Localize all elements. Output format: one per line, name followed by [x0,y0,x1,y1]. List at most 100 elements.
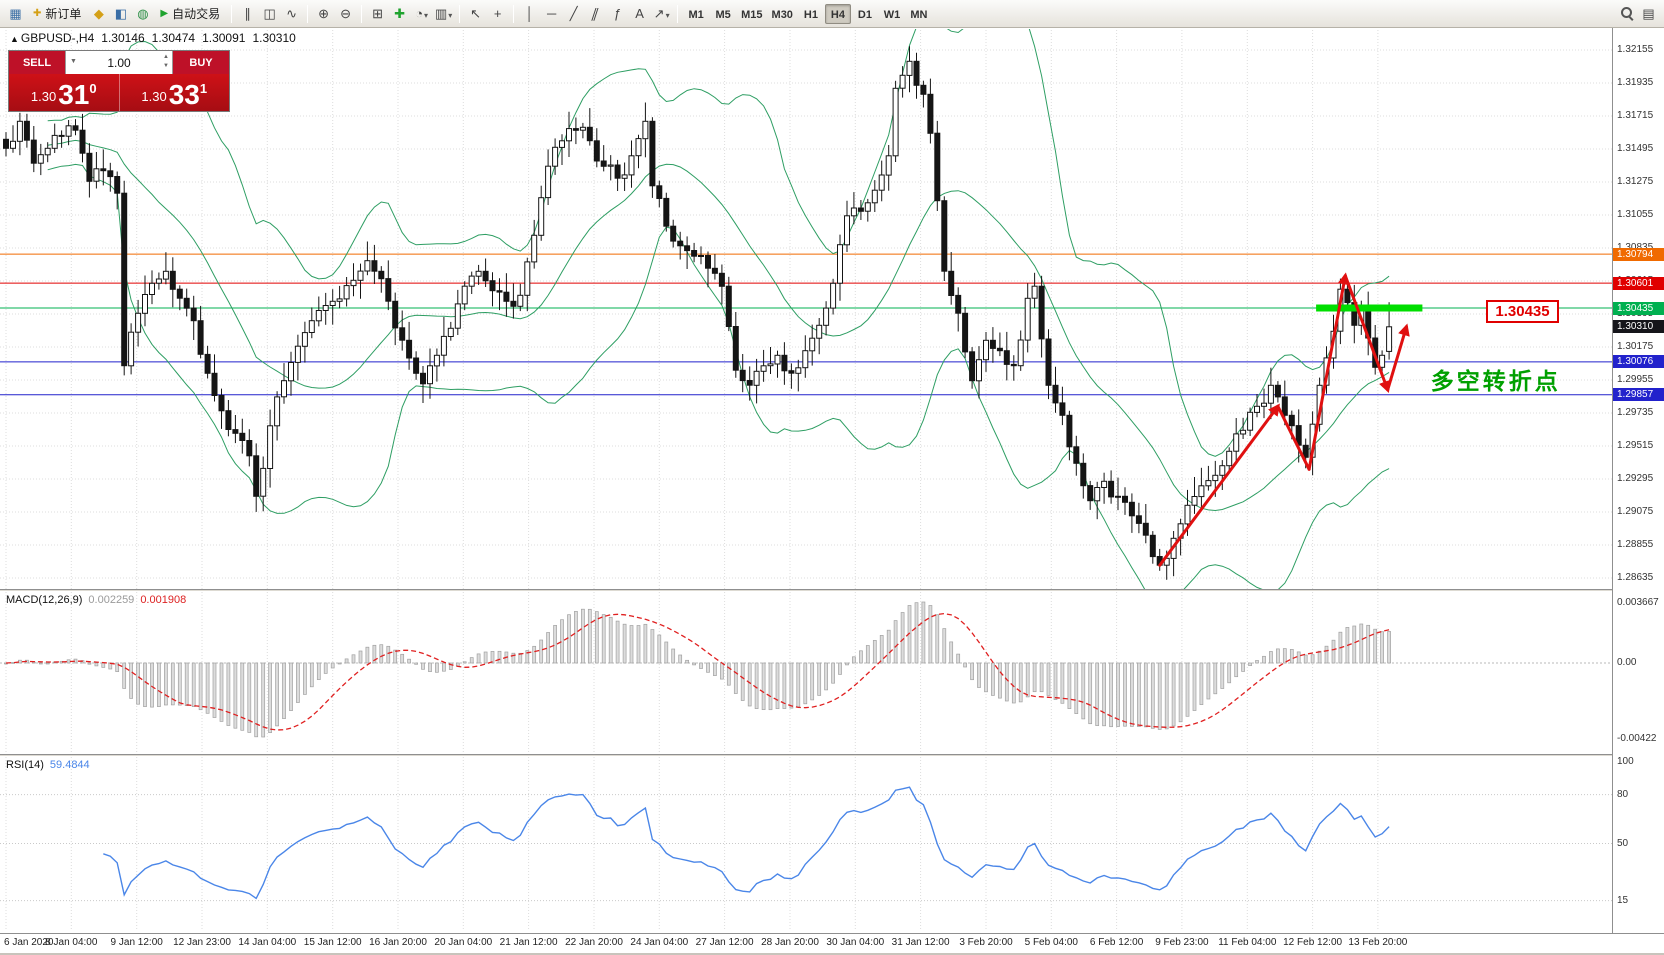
search-icon[interactable] [1616,3,1637,24]
macd-tick: -0.00422 [1617,733,1657,744]
volume-value: 1.00 [107,55,131,70]
text-icon[interactable]: A [635,6,644,21]
price-tick: 1.31715 [1617,110,1654,121]
date-tick: 27 Jan 12:00 [695,937,754,948]
date-tick: 22 Jan 20:00 [565,937,623,948]
trendline-icon[interactable]: ╱ [569,6,578,21]
sell-button[interactable]: SELL [9,51,65,74]
timeframe-h4-button[interactable]: H4 [824,3,851,24]
price-tick: 1.30175 [1617,341,1654,352]
chart-window-icon[interactable]: ▦ [9,6,22,21]
arrows-icon[interactable]: ↗▾ [653,6,670,21]
one-click-trading-panel: SELL ▼ 1.00 ▲ ▼ BUY 1.30 31 0 1.30 33 1 [8,50,230,112]
tile-windows-icon[interactable]: ⊞ [372,6,384,21]
rsi-tick: 15 [1617,894,1629,906]
rsi-value: 59.4844 [49,759,90,771]
bar-chart-icon[interactable]: ∥ [244,6,251,21]
panel-divider-macd[interactable] [0,589,1664,592]
timeframe-m30-button[interactable]: M30 [771,8,793,21]
chart-open: 1.30146 [101,31,145,45]
rsi-tick: 80 [1617,788,1629,800]
price-axis[interactable]: 1.32155 1.31935 1.31715 1.31495 1.31275 1.310… [1612,28,1664,933]
zoom-in-icon[interactable]: ⊕ [318,6,330,21]
toolbar-separator [361,4,363,23]
chart-symbol-period: GBPUSD-,H4 [20,31,95,45]
vertical-line-icon[interactable]: │ [525,6,534,21]
navigator-icon[interactable]: ◍ [137,6,149,21]
price-level-label: 1.30076 [1613,355,1664,369]
volume-dropdown-icon[interactable]: ▼ [70,58,77,65]
date-tick: 14 Jan 04:00 [238,937,297,948]
new-order-button[interactable]: ✚ 新订单 [33,7,82,21]
indicators-icon[interactable]: ✚ [394,6,406,21]
chart-high: 1.30474 [151,31,196,45]
price-tick: 1.31055 [1617,209,1654,220]
profiles-icon[interactable]: ◆ [93,6,104,21]
timeframe-h1-button[interactable]: H1 [803,8,818,21]
date-tick: 21 Jan 12:00 [499,937,558,948]
price-level-label: 1.30601 [1613,276,1664,290]
buy-button[interactable]: BUY [173,51,229,74]
date-tick: 16 Jan 20:00 [369,937,427,948]
candlestick-chart-icon[interactable]: ◫ [263,6,276,21]
price-tick: 1.29955 [1617,374,1654,385]
line-chart-icon[interactable]: ∿ [286,6,298,21]
price-tick: 1.29515 [1617,440,1654,451]
panel-divider-rsi[interactable] [0,754,1664,757]
market-watch-icon[interactable]: ◧ [114,6,128,21]
price-level-label: 1.30435 [1613,301,1664,315]
turning-point-annotation[interactable]: 多空转折点 [1430,367,1561,394]
date-tick: 9 Feb 23:00 [1155,937,1209,948]
timeframe-m15-button[interactable]: M15 [741,8,763,21]
periods-icon[interactable]: ◔▾ [415,6,429,21]
fibonacci-icon[interactable]: ƒ [614,6,622,21]
price-annotation-box[interactable]: 1.30435 [1486,300,1559,323]
rsi-panel[interactable] [0,757,1612,933]
timeframe-w1-button[interactable]: W1 [883,8,901,21]
toolbar-separator [231,4,233,23]
date-tick: 13 Feb 20:00 [1348,937,1408,948]
date-tick: 12 Feb 12:00 [1283,937,1343,948]
date-tick: 30 Jan 04:00 [826,937,885,948]
price-tick: 1.32155 [1617,44,1654,55]
sell-price[interactable]: 1.30 31 0 [9,74,120,111]
rsi-tick: 50 [1617,837,1629,849]
date-tick: 8 Jan 04:00 [45,937,98,948]
volume-input[interactable]: ▼ 1.00 ▲ ▼ [65,51,173,74]
templates-icon[interactable]: ▥▾ [434,6,453,21]
rsi-tick: 100 [1617,756,1634,767]
autotrading-button[interactable]: ▶ 自动交易 [160,7,221,21]
horizontal-line-icon[interactable]: ─ [547,6,557,21]
sell-price-pip: 0 [89,81,97,96]
channel-icon[interactable]: ∥ [589,6,602,21]
date-tick: 3 Feb 20:00 [959,937,1013,948]
pointer-mode-icon[interactable]: ▤ [1642,6,1655,21]
rsi-indicator-label: RSI(14) 59.4844 [6,759,90,771]
volume-up-icon[interactable]: ▲ [163,54,169,60]
macd-tick: 0.003667 [1617,597,1659,608]
timeframe-m1-button[interactable]: M1 [688,8,704,21]
price-tick: 1.31495 [1617,143,1654,154]
timeframe-mn-button[interactable]: MN [910,8,928,21]
volume-down-icon[interactable]: ▼ [163,63,169,69]
date-tick: 6 Jan 2020 [4,937,54,948]
status-strip [0,953,1664,955]
price-tick: 1.31935 [1617,77,1654,88]
chart-close: 1.30310 [252,31,296,45]
zoom-out-icon[interactable]: ⊖ [340,6,352,21]
date-tick: 5 Feb 04:00 [1024,937,1078,948]
price-tick: 1.31275 [1617,176,1654,187]
crosshair-icon[interactable]: + [493,6,502,21]
timeframe-m5-button[interactable]: M5 [715,8,731,21]
buy-price-small: 1.30 [141,89,167,104]
timeframe-d1-button[interactable]: D1 [857,8,872,21]
date-axis[interactable]: 6 Jan 2020 8 Jan 04:00 9 Jan 12:00 12 Jan 2… [0,933,1664,953]
cursor-icon[interactable]: ↖ [470,6,482,21]
date-tick: 6 Feb 12:00 [1089,937,1144,948]
macd-name: MACD(12,26,9) [6,594,83,606]
buy-price[interactable]: 1.30 33 1 [120,74,230,111]
price-tick: 1.28855 [1617,539,1654,550]
macd-tick: 0.00 [1617,657,1637,668]
